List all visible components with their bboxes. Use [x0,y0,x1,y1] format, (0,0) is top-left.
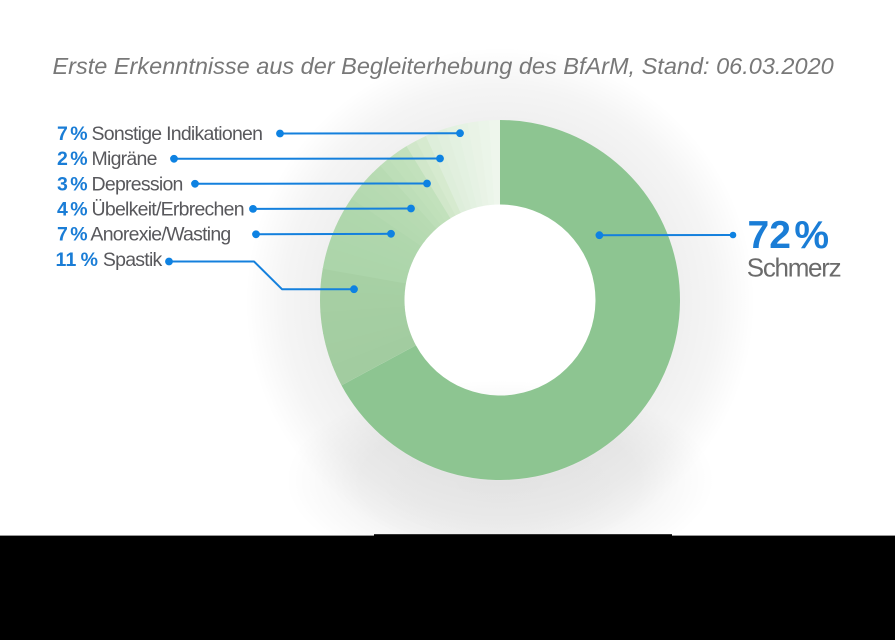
svg-text:11 % Spastik: 11 % Spastik [56,249,163,271]
svg-text:Schmerz: Schmerz [747,252,841,282]
svg-text:7 % Anorexie/Wasting: 7 % Anorexie/Wasting [57,224,231,246]
svg-text:3 % Depression: 3 % Depression [57,173,183,195]
svg-text:2 % Migräne: 2 % Migräne [57,148,157,170]
svg-text:Erste Erkenntnisse aus der Beg: Erste Erkenntnisse aus der Begleiterhebu… [53,53,834,79]
svg-text:7 % Sonstige Indikationen: 7 % Sonstige Indikationen [57,123,262,145]
svg-text:72%: 72% [748,214,830,257]
svg-text:4 % Übelkeit/Erbrechen: 4 % Übelkeit/Erbrechen [57,198,244,220]
